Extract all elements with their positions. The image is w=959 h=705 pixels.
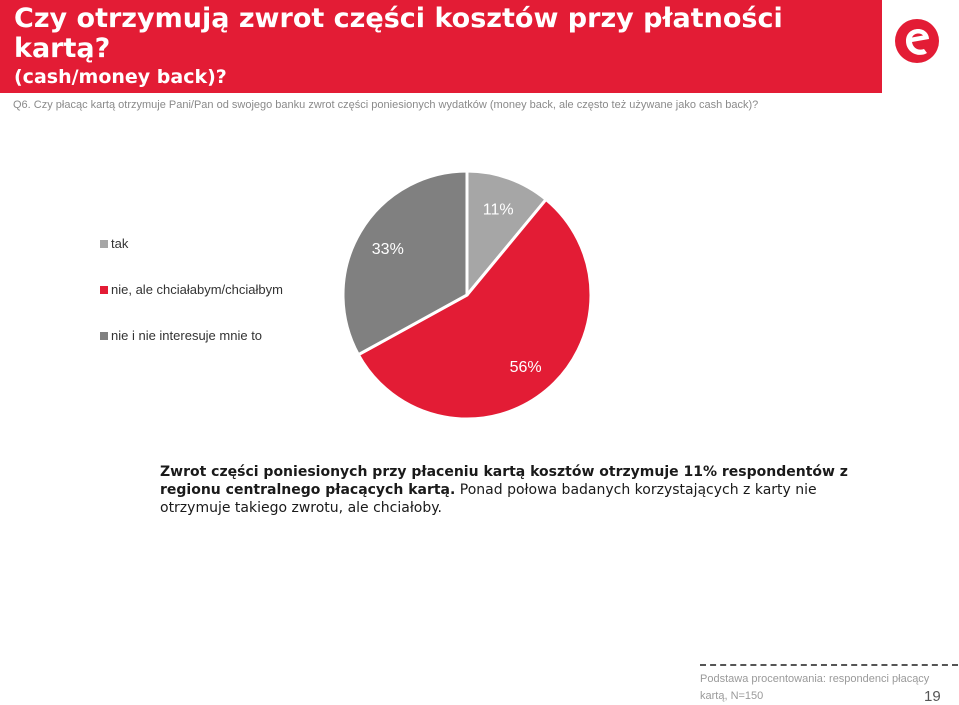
- slide-title-line-1: Czy otrzymują zwrot części kosztów przy …: [14, 3, 783, 34]
- page-number: 19: [924, 688, 941, 705]
- footer-dashed-divider: [700, 664, 958, 666]
- e-brand-logo-icon: [894, 18, 940, 64]
- pie-slice-label-0: 11%: [483, 201, 514, 218]
- slide-title-line-2: kartą?: [14, 33, 111, 64]
- chart-summary: Zwrot części poniesionych przy płaceniu …: [160, 463, 860, 517]
- pie-slice-label-1: 56%: [510, 359, 542, 376]
- summary-regular-text: Ponad połowa badanych korzystających z k…: [160, 482, 817, 516]
- pie-slice-label-2: 33%: [372, 241, 404, 258]
- summary-bold-text: Zwrot części poniesionych przy płaceniu …: [160, 464, 848, 498]
- slide-subtitle: (cash/money back)?: [14, 66, 227, 88]
- legend-label-tak: tak: [111, 236, 129, 251]
- legend-item-nie-ale-chcialabym: nie, ale chciałabym/chciałbym: [100, 282, 283, 297]
- legend-swatch-nie-ale-chcialabym: [100, 285, 108, 294]
- pie-slice-1: [356, 197, 593, 421]
- slide-header: Czy otrzymują zwrot części kosztów przy …: [0, 0, 882, 93]
- pie-chart: 11% 56% 33%: [341, 169, 593, 421]
- legend-label-nie-ale-chcialabym: nie, ale chciałabym/chciałbym: [111, 282, 283, 297]
- legend-swatch-tak: [100, 239, 108, 248]
- pie-slice-2: [341, 169, 469, 357]
- survey-question: Q6. Czy płacąc kartą otrzymuje Pani/Pan …: [13, 99, 759, 111]
- legend-item-tak: tak: [100, 236, 128, 251]
- legend-swatch-nie-i-nie-interesuje: [100, 331, 108, 340]
- pie-slice-0: [465, 169, 549, 300]
- legend-item-nie-i-nie-interesuje: nie i nie interesuje mnie to: [100, 328, 262, 343]
- footer-base-note: Podstawa procentowania: respondenci płac…: [700, 673, 930, 702]
- legend-label-nie-i-nie-interesuje: nie i nie interesuje mnie to: [111, 328, 263, 343]
